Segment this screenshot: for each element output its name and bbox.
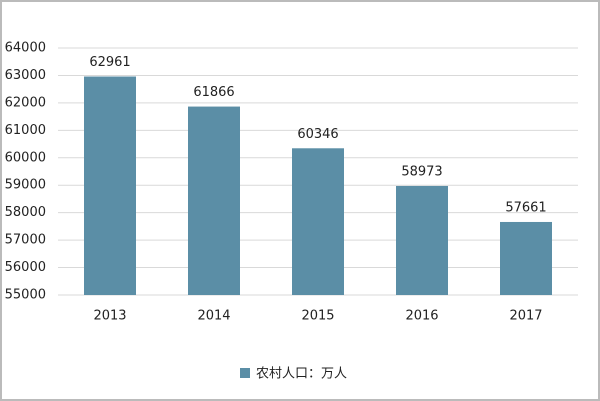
value-label: 60346 bbox=[297, 127, 338, 142]
y-tick-label: 56000 bbox=[5, 260, 46, 275]
x-tick-label: 2017 bbox=[509, 309, 542, 324]
x-tick-label: 2014 bbox=[197, 309, 230, 324]
x-tick-label: 2015 bbox=[301, 309, 334, 324]
legend-label: 农村人口：万人 bbox=[256, 367, 347, 382]
value-label: 58973 bbox=[401, 164, 442, 179]
legend-swatch bbox=[240, 368, 250, 378]
bar bbox=[84, 76, 136, 296]
x-tick-label: 2016 bbox=[405, 309, 438, 324]
x-tick-label: 2013 bbox=[93, 309, 126, 324]
value-label: 62961 bbox=[89, 55, 130, 70]
y-tick-label: 64000 bbox=[5, 41, 46, 56]
bar bbox=[188, 106, 240, 296]
y-tick-label: 60000 bbox=[5, 150, 46, 165]
y-tick-label: 61000 bbox=[5, 123, 46, 138]
bar bbox=[396, 185, 448, 295]
y-tick-label: 55000 bbox=[5, 288, 46, 303]
y-tick-label: 57000 bbox=[5, 233, 46, 248]
value-label: 57661 bbox=[505, 200, 546, 215]
y-tick-label: 58000 bbox=[5, 205, 46, 220]
bar bbox=[500, 221, 552, 295]
value-label: 61866 bbox=[193, 85, 234, 100]
bar bbox=[292, 148, 344, 295]
y-tick-label: 63000 bbox=[5, 68, 46, 83]
y-tick-label: 62000 bbox=[5, 95, 46, 110]
y-tick-label: 59000 bbox=[5, 178, 46, 193]
